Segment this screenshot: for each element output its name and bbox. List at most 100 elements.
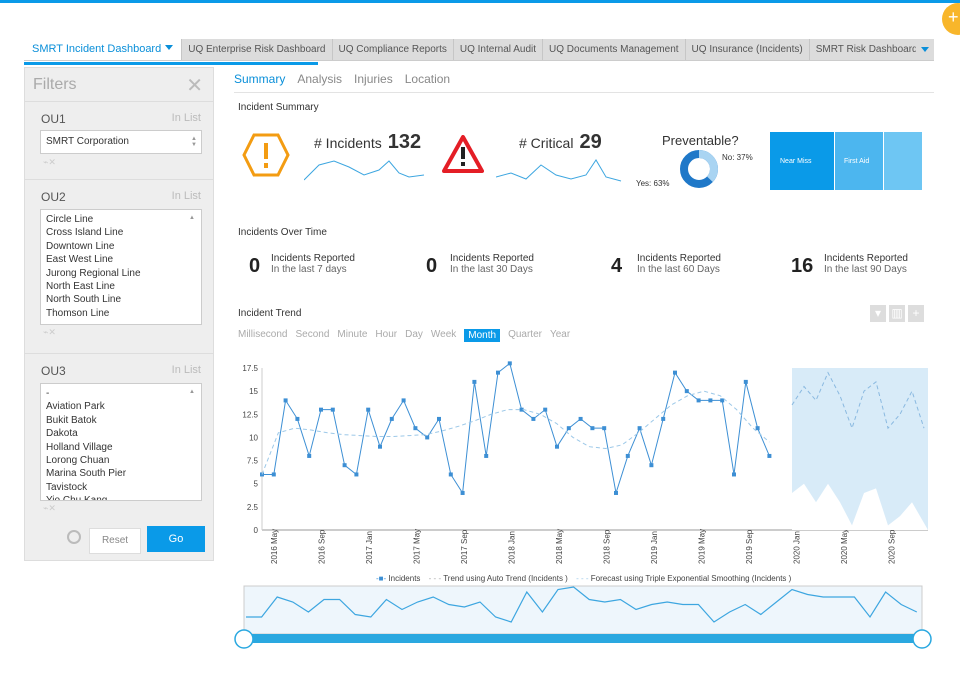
y-tick-label: 12.5 (242, 410, 258, 419)
scroll-up-icon[interactable]: ▲ (189, 215, 195, 221)
time-navigator[interactable] (234, 584, 934, 654)
top-accent-bar (0, 0, 960, 3)
ot-label: Incidents Reported (824, 253, 908, 264)
granularity-quarter[interactable]: Quarter (508, 329, 542, 340)
subtab-location[interactable]: Location (404, 72, 451, 86)
incidents-point (696, 398, 701, 403)
navigator-right-handle[interactable] (912, 629, 932, 649)
list-item[interactable]: Holland Village (46, 441, 113, 453)
over-time-title: Incidents Over Time (238, 227, 327, 238)
y-tick-label: 7.5 (247, 457, 259, 466)
ou1-select[interactable]: SMRT Corporation ▲ ▼ (40, 130, 202, 154)
critical-label: # Critical (519, 135, 574, 151)
incidents-point (460, 490, 465, 495)
ou2-listbox[interactable]: Circle Line Cross Island Line Downtown Lin… (40, 209, 202, 325)
x-tick-label: 2020 May (840, 529, 849, 564)
granularity-selector: Millisecond Second Minute Hour Day Week Month Q… (238, 329, 570, 342)
scroll-up-icon[interactable]: ▲ (189, 389, 195, 395)
list-item[interactable]: Jurong Regional Line (46, 267, 141, 279)
list-item[interactable]: Dakota (46, 428, 78, 440)
incidents-point (366, 407, 371, 412)
dropdown-icon[interactable]: ▾ (870, 305, 886, 322)
chevron-down-icon[interactable] (916, 39, 934, 60)
x-tick-label: 2019 Sep (745, 529, 754, 564)
incidents-point (507, 361, 512, 366)
spinner-icon[interactable]: ▲ ▼ (191, 136, 197, 148)
x-tick-label: 2018 May (555, 529, 564, 564)
ot-count: 16 (791, 255, 814, 277)
incidents-point (614, 490, 618, 495)
list-item[interactable]: Circle Line (46, 214, 94, 225)
ot-period: In the last 90 Days (824, 264, 907, 275)
granularity-year[interactable]: Year (549, 329, 571, 340)
list-item[interactable]: Lorong Chuan (46, 455, 110, 467)
tab-smrt-incident[interactable]: SMRT Incident Dashboard (24, 39, 183, 60)
incidents-point (472, 379, 477, 384)
incidents-point (378, 444, 382, 449)
table-icon[interactable]: ▥ (889, 305, 905, 322)
incidents-point (484, 453, 489, 458)
treemap-first-aid[interactable]: First Aid (835, 132, 883, 190)
granularity-minute[interactable]: Minute (337, 329, 368, 340)
incidents-point (295, 416, 300, 421)
list-item[interactable]: North South Line (46, 294, 122, 306)
x-tick-label: 2017 Sep (460, 529, 469, 564)
ou1-filter: OU1 In List SMRT Corporation ▲ ▼ ⌁✕ (25, 101, 213, 179)
granularity-month[interactable]: Month (464, 329, 501, 342)
ou3-in-list[interactable]: In List (171, 364, 201, 376)
clear-filter-icon[interactable]: ⌁✕ (43, 157, 56, 167)
tab-uq-documents[interactable]: UQ Documents Management (543, 39, 686, 60)
list-item[interactable]: North East Line (46, 281, 115, 293)
forecast-lower-band (792, 483, 928, 530)
navigator-left-handle[interactable] (234, 629, 254, 649)
list-item[interactable]: Downtown Line (46, 240, 115, 252)
add-icon[interactable]: + (908, 305, 924, 322)
incidents-point (531, 416, 536, 421)
preventable-no: No: 37% (722, 153, 753, 162)
incidents-point (637, 426, 642, 431)
tab-uq-erm[interactable]: UQ Enterprise Risk Dashboard (182, 39, 333, 60)
treemap-other[interactable] (884, 132, 922, 190)
tab-uq-audit[interactable]: UQ Internal Audit (454, 39, 544, 60)
y-tick-label: 15 (249, 387, 258, 396)
list-item[interactable]: Thomson Line (46, 307, 110, 319)
tab-uq-compliance[interactable]: UQ Compliance Reports (333, 39, 454, 60)
granularity-hour[interactable]: Hour (375, 329, 398, 340)
granularity-second[interactable]: Second (295, 329, 330, 340)
treemap-near-miss[interactable]: Near Miss (770, 132, 834, 190)
granularity-day[interactable]: Day (405, 329, 423, 340)
legend-forecast-icon: - - - (576, 574, 589, 583)
refresh-icon[interactable] (67, 530, 81, 544)
incidents-point (330, 407, 335, 412)
x-tick-label: 2017 Jan (365, 531, 374, 564)
legend-trend-icon: - - - (428, 574, 442, 583)
incidents-point (413, 426, 418, 431)
clear-filter-icon[interactable]: ⌁✕ (43, 327, 56, 337)
tab-smrt-risk[interactable]: SMRT Risk Dashboard (810, 39, 925, 60)
list-item[interactable]: Bukit Batok (46, 414, 97, 426)
ou1-in-list[interactable]: In List (171, 112, 201, 124)
tab-uq-insurance[interactable]: UQ Insurance (Incidents) (686, 39, 810, 60)
subtab-analysis[interactable]: Analysis (297, 72, 343, 86)
list-item[interactable]: East West Line (46, 254, 114, 266)
subtab-summary[interactable]: Summary (234, 72, 286, 86)
list-item[interactable]: Tavistock (46, 481, 88, 493)
ot-count: 4 (611, 255, 623, 277)
incidents-point (673, 370, 677, 375)
subtab-injuries[interactable]: Injuries (354, 72, 393, 86)
add-icon[interactable]: + (942, 3, 960, 35)
list-item[interactable]: Yio Chu Kang (46, 495, 108, 501)
clear-filter-icon[interactable]: ⌁✕ (43, 503, 56, 513)
granularity-millisecond[interactable]: Millisecond (238, 329, 288, 340)
ou3-listbox[interactable]: - Aviation Park Bukit Batok Dakota Holland V… (40, 383, 202, 501)
go-button[interactable]: Go (147, 526, 205, 552)
ou2-in-list[interactable]: In List (171, 190, 201, 202)
list-item[interactable]: - (46, 388, 50, 399)
ot-period: In the last 30 Days (450, 264, 533, 275)
list-item[interactable]: Aviation Park (46, 401, 105, 413)
list-item[interactable]: Cross Island Line (46, 227, 124, 239)
list-item[interactable]: Marina South Pier (46, 468, 127, 480)
granularity-week[interactable]: Week (430, 329, 457, 340)
reset-button[interactable]: Reset (89, 528, 141, 554)
close-icon[interactable]: ✕ (186, 75, 203, 97)
